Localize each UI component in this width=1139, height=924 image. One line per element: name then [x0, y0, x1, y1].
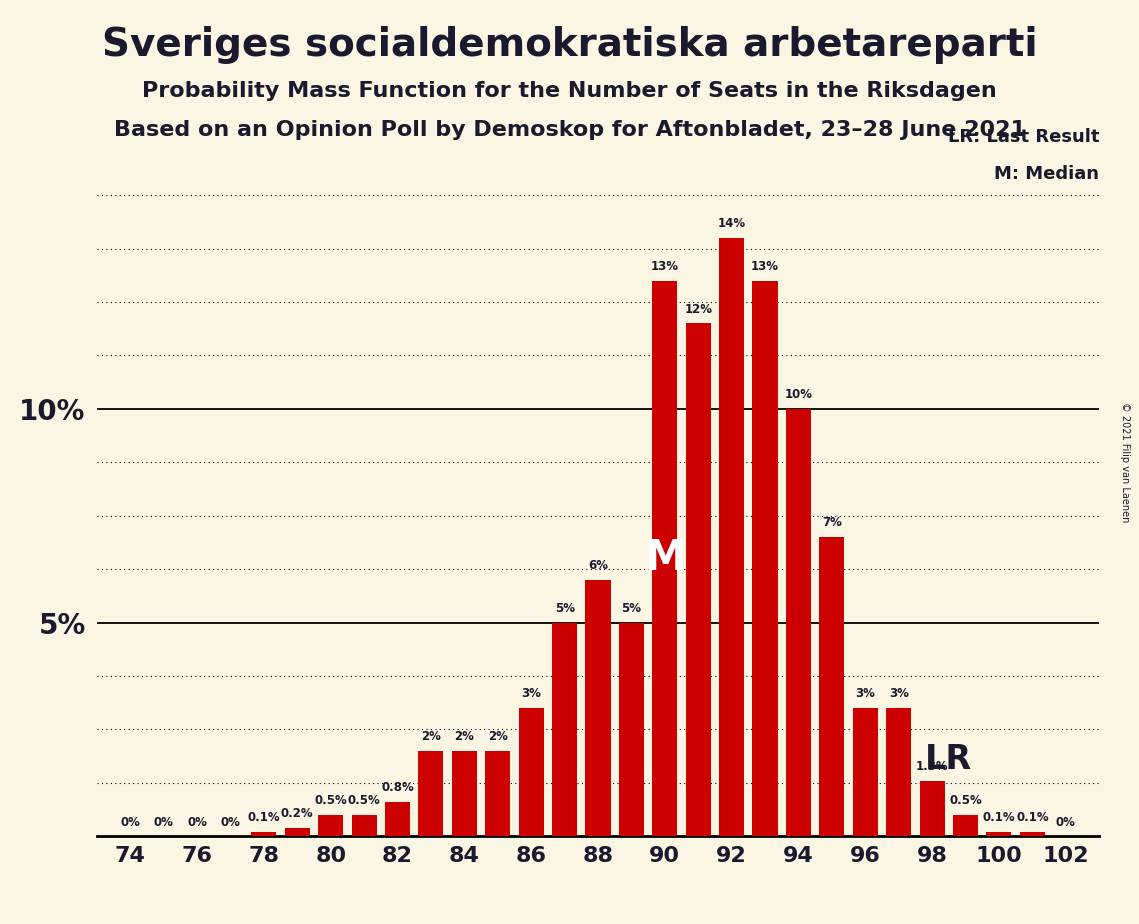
- Bar: [552, 623, 577, 836]
- Text: 1.3%: 1.3%: [916, 760, 949, 773]
- Text: 5%: 5%: [555, 602, 574, 614]
- Bar: [618, 623, 644, 836]
- Text: M: M: [644, 538, 686, 579]
- Text: 0%: 0%: [221, 816, 240, 829]
- Text: 12%: 12%: [685, 303, 712, 316]
- Text: 0%: 0%: [187, 816, 207, 829]
- Text: 2%: 2%: [454, 730, 474, 743]
- Bar: [518, 708, 543, 836]
- Bar: [786, 408, 811, 836]
- Bar: [853, 708, 878, 836]
- Text: © 2021 Filip van Laenen: © 2021 Filip van Laenen: [1121, 402, 1130, 522]
- Text: 7%: 7%: [822, 517, 842, 529]
- Bar: [686, 323, 711, 836]
- Text: LR: Last Result: LR: Last Result: [948, 128, 1099, 146]
- Text: 0.5%: 0.5%: [314, 794, 347, 808]
- Text: 0%: 0%: [121, 816, 140, 829]
- Text: 6%: 6%: [588, 559, 608, 572]
- Text: 14%: 14%: [718, 217, 746, 230]
- Text: 3%: 3%: [855, 687, 875, 700]
- Text: 3%: 3%: [888, 687, 909, 700]
- Text: 5%: 5%: [622, 602, 641, 614]
- Text: 0%: 0%: [154, 816, 173, 829]
- Bar: [585, 580, 611, 836]
- Bar: [485, 750, 510, 836]
- Text: 13%: 13%: [650, 260, 679, 273]
- Text: 0.1%: 0.1%: [1016, 811, 1049, 824]
- Bar: [385, 802, 410, 836]
- Text: LR: LR: [925, 743, 973, 776]
- Text: 0.8%: 0.8%: [382, 782, 413, 795]
- Text: M: Median: M: Median: [994, 165, 1099, 183]
- Text: Sveriges socialdemokratiska arbetareparti: Sveriges socialdemokratiska arbetarepart…: [101, 26, 1038, 64]
- Bar: [285, 828, 310, 836]
- Text: 2%: 2%: [421, 730, 441, 743]
- Text: Based on an Opinion Poll by Demoskop for Aftonbladet, 23–28 June 2021: Based on an Opinion Poll by Demoskop for…: [114, 120, 1025, 140]
- Text: 0.1%: 0.1%: [247, 811, 280, 824]
- Bar: [1019, 832, 1044, 836]
- Bar: [886, 708, 911, 836]
- Bar: [719, 238, 744, 836]
- Bar: [919, 781, 944, 836]
- Text: 0.5%: 0.5%: [347, 794, 380, 808]
- Bar: [452, 750, 477, 836]
- Text: 13%: 13%: [751, 260, 779, 273]
- Text: 0.1%: 0.1%: [983, 811, 1015, 824]
- Bar: [953, 815, 978, 836]
- Bar: [318, 815, 343, 836]
- Text: 2%: 2%: [487, 730, 508, 743]
- Text: 0%: 0%: [1056, 816, 1075, 829]
- Bar: [986, 832, 1011, 836]
- Text: 0.5%: 0.5%: [949, 794, 982, 808]
- Bar: [819, 537, 844, 836]
- Bar: [252, 832, 277, 836]
- Bar: [653, 281, 678, 836]
- Text: Probability Mass Function for the Number of Seats in the Riksdagen: Probability Mass Function for the Number…: [142, 81, 997, 102]
- Text: 10%: 10%: [785, 388, 812, 401]
- Text: 0.2%: 0.2%: [281, 807, 313, 820]
- Bar: [352, 815, 377, 836]
- Text: 3%: 3%: [522, 687, 541, 700]
- Bar: [753, 281, 778, 836]
- Bar: [418, 750, 443, 836]
